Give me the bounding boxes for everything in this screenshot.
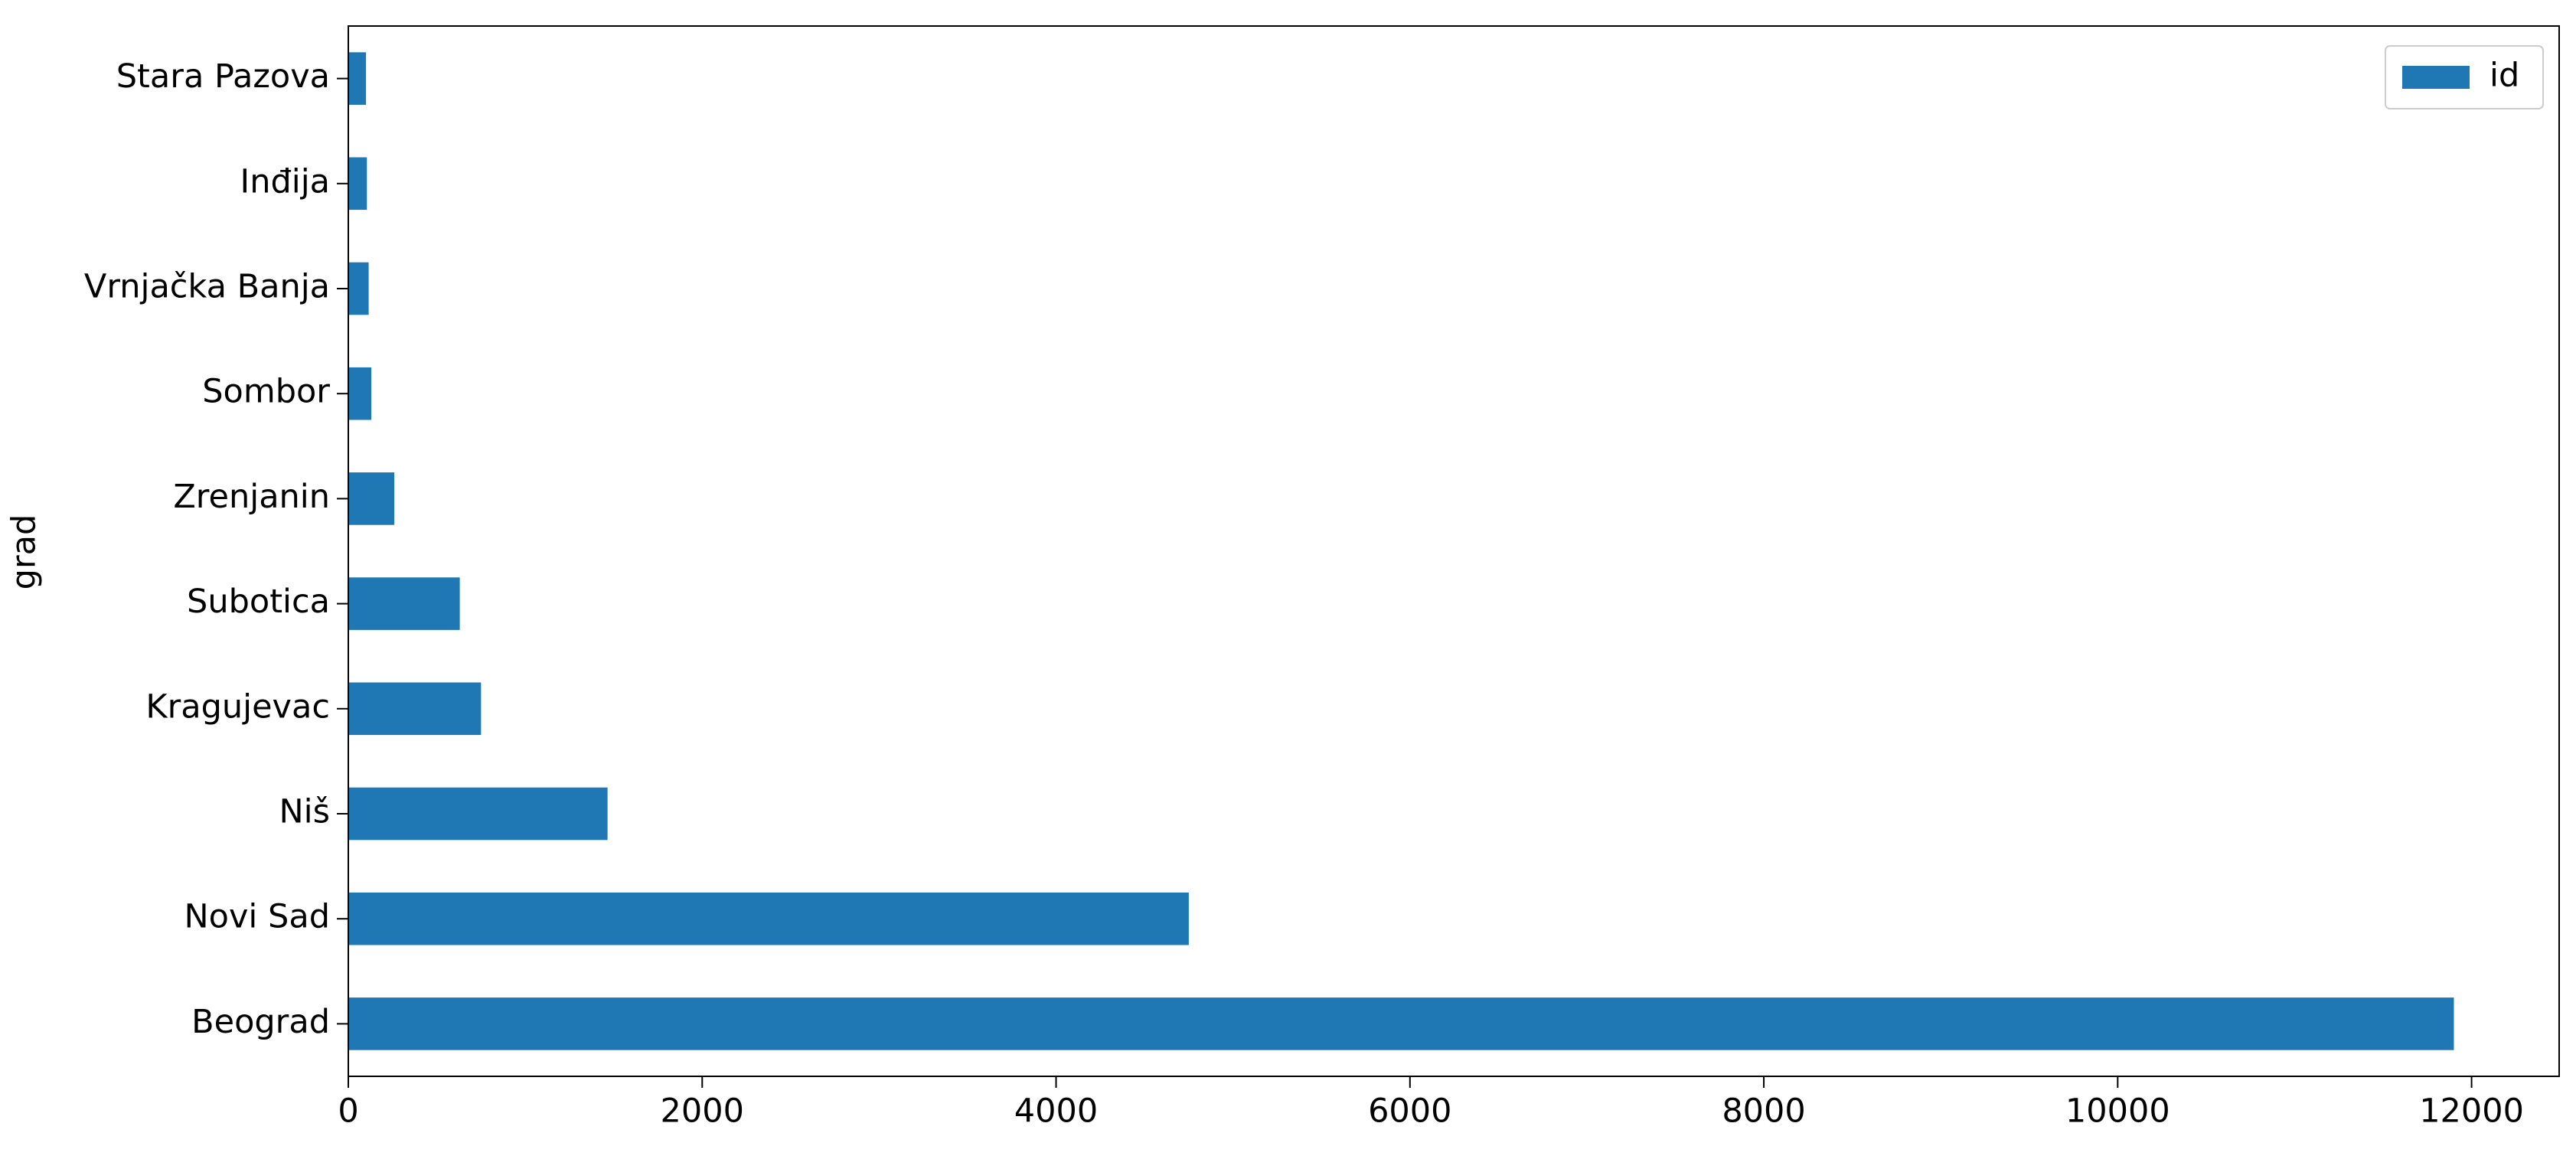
- plot-frame: [348, 25, 2560, 1077]
- bar: [348, 472, 395, 525]
- x-tick-label: 8000: [1722, 1092, 1805, 1131]
- bar: [348, 892, 1189, 945]
- bar: [348, 367, 372, 420]
- y-tick-label: Novi Sad: [184, 898, 330, 936]
- bar: [348, 52, 367, 105]
- y-tick-label: Subotica: [187, 583, 330, 621]
- x-tick-label: 6000: [1368, 1092, 1451, 1131]
- x-tick-label: 10000: [2065, 1092, 2170, 1131]
- y-tick-label: Vrnjačka Banja: [84, 268, 330, 306]
- bar: [348, 997, 2454, 1050]
- x-tick-label: 0: [338, 1092, 358, 1131]
- bar: [348, 787, 608, 841]
- x-tick-label: 12000: [2419, 1092, 2524, 1131]
- legend-swatch: [2402, 66, 2470, 89]
- y-tick-label: Beograd: [191, 1003, 330, 1041]
- bar: [348, 577, 460, 630]
- x-tick-label: 2000: [661, 1092, 744, 1131]
- bar: [348, 682, 482, 736]
- bar: [348, 157, 367, 211]
- y-tick-label: Sombor: [202, 373, 330, 411]
- y-tick-label: Zrenjanin: [173, 478, 330, 516]
- y-tick-label: Niš: [279, 793, 330, 831]
- legend-label: id: [2489, 57, 2519, 95]
- y-tick-label: Stara Pazova: [116, 57, 330, 96]
- y-axis-label: grad: [5, 514, 44, 590]
- y-tick-label: Kragujevac: [145, 687, 330, 726]
- x-tick-label: 4000: [1014, 1092, 1098, 1131]
- bar: [348, 262, 369, 315]
- y-tick-label: Inđija: [240, 162, 330, 201]
